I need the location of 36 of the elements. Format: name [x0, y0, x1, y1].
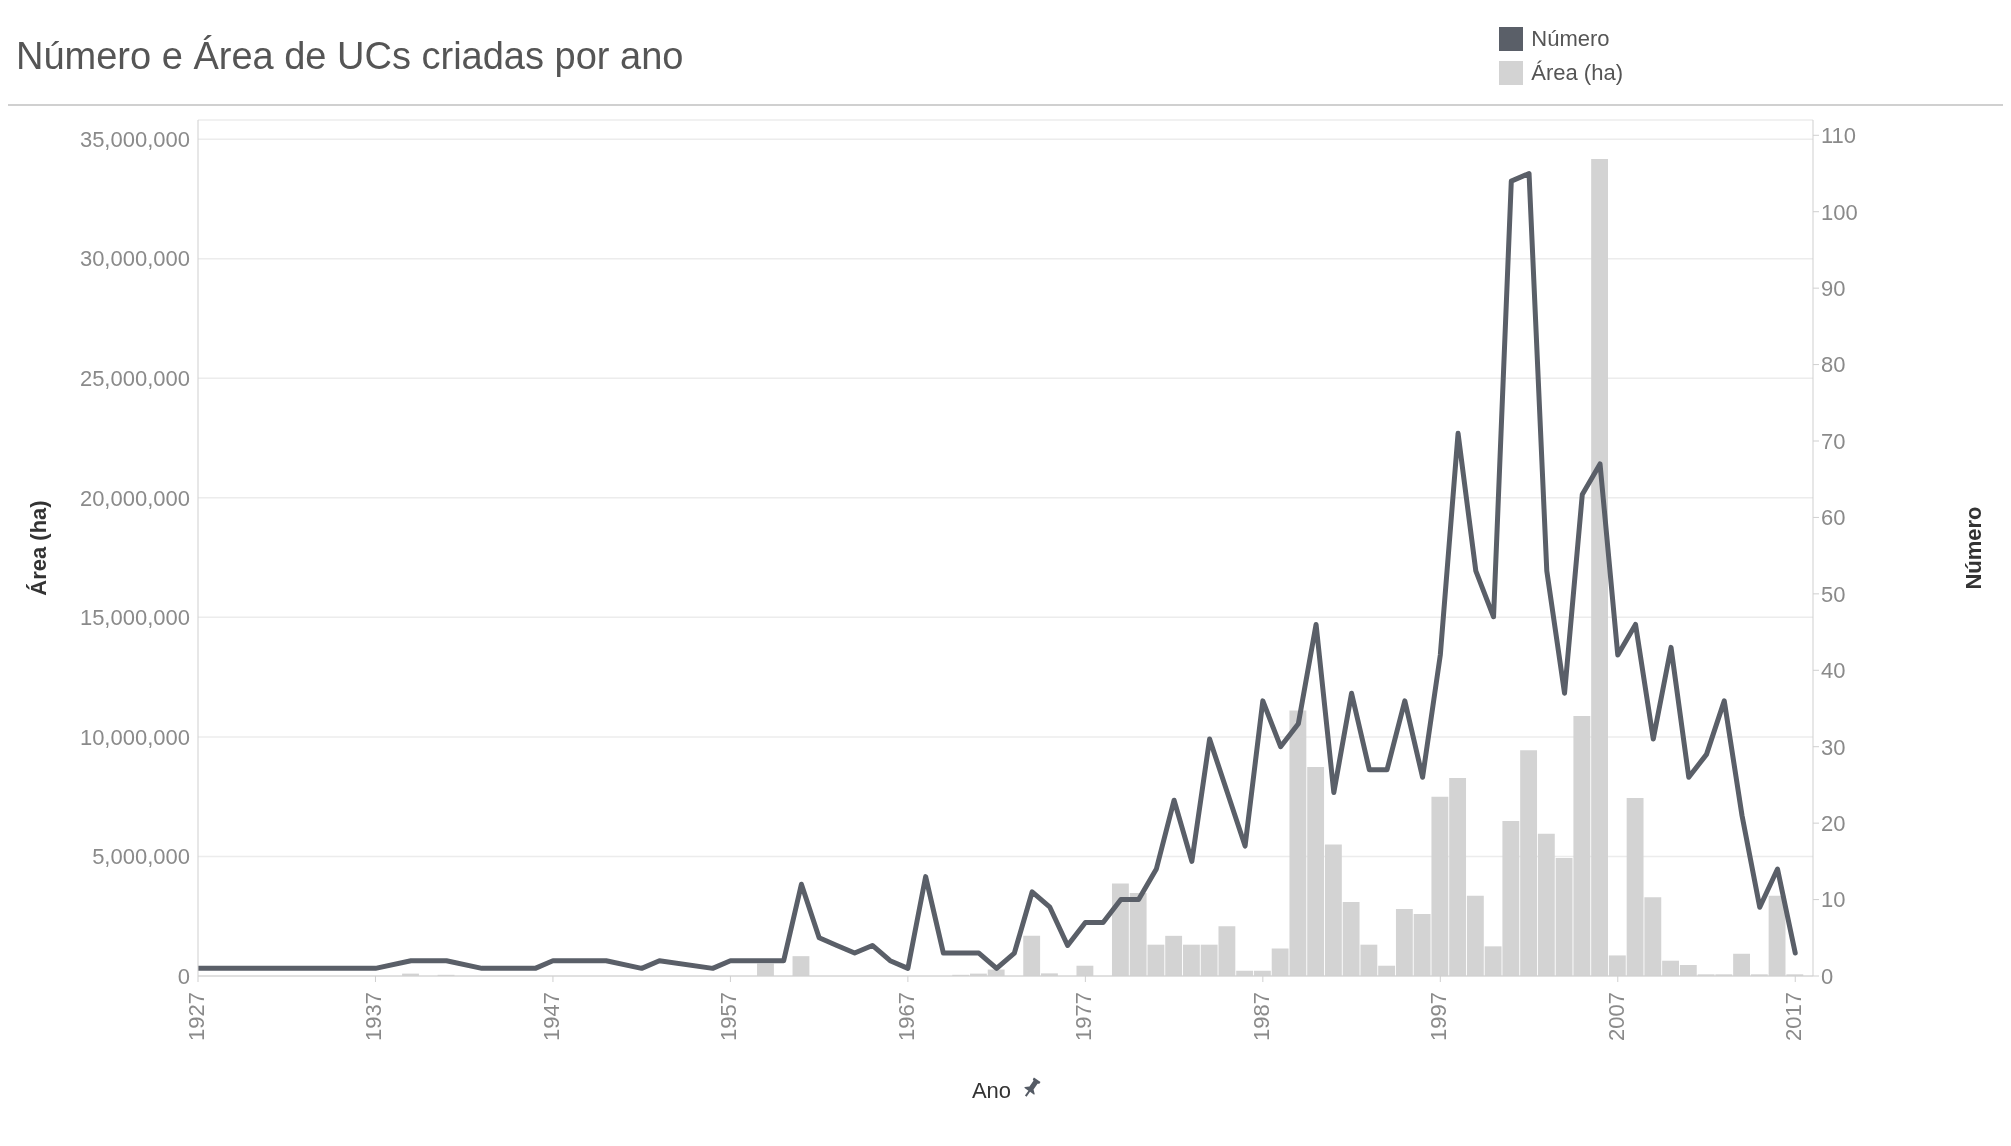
- y-tick-label: 35,000,000: [79, 126, 190, 152]
- x-tick-label: 2017: [1781, 992, 1807, 1041]
- y2-tick-label: 50: [1821, 581, 1846, 607]
- y2-tick-label: 80: [1821, 352, 1846, 378]
- y2-tick-label: 0: [1821, 963, 1834, 989]
- legend-label: Área (ha): [1531, 60, 1623, 86]
- y-tick-label: 20,000,000: [79, 485, 190, 511]
- y2-tick-label: 70: [1821, 428, 1846, 454]
- x-tick-label: 1997: [1426, 992, 1452, 1041]
- y-tick-label: 30,000,000: [79, 246, 190, 272]
- x-tick-label: 1987: [1248, 992, 1274, 1041]
- y-tick-label: 5,000,000: [92, 844, 190, 870]
- y-tick-label: 10,000,000: [79, 724, 190, 750]
- x-tick-label: 1957: [716, 992, 742, 1041]
- y2-tick-label: 10: [1821, 887, 1846, 913]
- x-tick-label: 1967: [893, 992, 919, 1041]
- x-tick-label: 1927: [183, 992, 209, 1041]
- y-tick-label: 0: [177, 963, 190, 989]
- y2-tick-label: 110: [1821, 123, 1857, 149]
- y2-tick-label: 90: [1821, 275, 1846, 301]
- x-tick-label: 1937: [361, 992, 387, 1041]
- y-axis-title: Área (ha): [25, 500, 51, 596]
- x-axis-title: Ano: [971, 1078, 1012, 1103]
- y2-tick-label: 100: [1821, 199, 1858, 225]
- chart-title: Número e Área de UCs criadas por ano: [16, 34, 684, 78]
- y-tick-label: 15,000,000: [79, 605, 190, 631]
- x-tick-label: 1977: [1071, 992, 1097, 1041]
- y2-axis-title: Número: [1960, 506, 1986, 590]
- legend-label: Número: [1531, 26, 1610, 52]
- x-tick-label: 2007: [1603, 992, 1629, 1041]
- y2-tick-label: 20: [1821, 810, 1846, 836]
- y2-tick-label: 40: [1821, 658, 1846, 684]
- x-tick-label: 1947: [538, 992, 564, 1041]
- y2-tick-label: 60: [1821, 505, 1846, 531]
- y2-tick-label: 30: [1821, 734, 1846, 760]
- y-tick-label: 25,000,000: [79, 366, 190, 392]
